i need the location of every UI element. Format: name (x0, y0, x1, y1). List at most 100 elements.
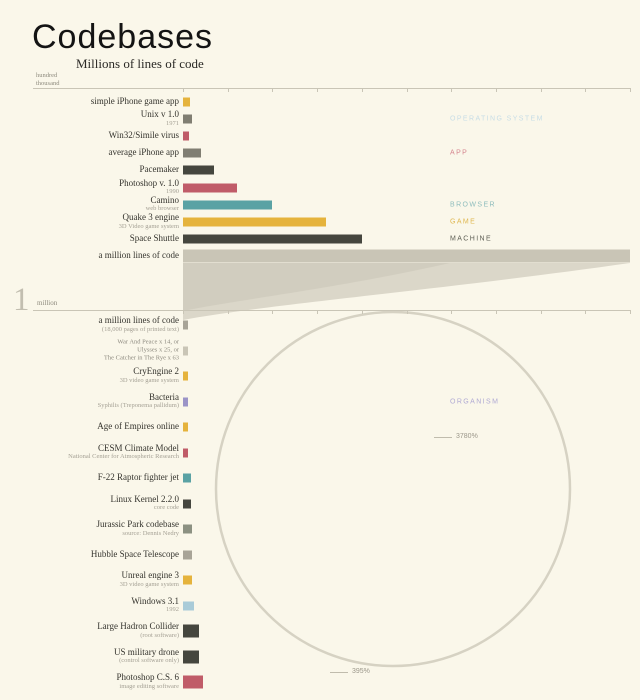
bar (183, 148, 201, 158)
row-label: simple iPhone game app (90, 96, 179, 107)
bar (183, 131, 190, 141)
axis-tick (406, 310, 408, 314)
chart-row: War And Peace x 14, or Ulysses x 25, or Th… (0, 338, 640, 364)
axis-tick (495, 88, 497, 92)
row-label: Camino (150, 194, 180, 205)
axis-tick (317, 310, 319, 314)
axis-tick (585, 310, 587, 314)
row-label-block: Photoshop v. 1.0 1990 (0, 178, 179, 196)
chart-row: Photoshop C.S. 6 image editing software (0, 669, 640, 695)
row-label-block: Age of Empires online (0, 421, 179, 432)
category-label: ORGANISM (450, 398, 500, 405)
row-label: a million lines of code (98, 314, 179, 325)
chart-row: average iPhone app APP (0, 140, 640, 166)
row-label: Photoshop C.S. 6 (116, 671, 179, 682)
bar (183, 234, 362, 244)
bar (183, 200, 273, 210)
chart-row: Quake 3 engine 3D Video game system GAME (0, 209, 640, 235)
axis-tick (227, 88, 229, 92)
bar (183, 448, 189, 457)
row-label-block: Unix v 1.0 1971 (0, 109, 179, 128)
axis-tick (227, 310, 229, 314)
axis-scale-numeral-million: 1 (13, 282, 30, 318)
bar (183, 650, 199, 663)
chart-row: Jurassic Park codebase source: Dennis Ned… (0, 516, 640, 542)
row-label-block: average iPhone app (0, 147, 179, 158)
row-label-block: War And Peace x 14, or Ulysses x 25, or Th… (0, 338, 179, 363)
row-label: US military drone (114, 646, 179, 657)
row-label-line: The Catcher in The Rye x 63 (103, 354, 179, 362)
axis-tick (540, 88, 542, 92)
row-label: Jurassic Park codebase (96, 518, 179, 529)
axis-tick (406, 88, 408, 92)
axis-tick (585, 88, 587, 92)
row-label: CESM Climate Model (98, 442, 179, 453)
axis-tick (361, 88, 363, 92)
chart-row: Pacemaker (0, 157, 640, 183)
row-label: a million lines of code (98, 249, 179, 260)
bar (183, 473, 191, 483)
row-sublabel: Syphilis (Treponema pallidum) (97, 402, 179, 410)
row-sublabel: 1971 (166, 119, 179, 127)
row-sublabel: National Center for Atmospheric Research (68, 453, 179, 461)
chart-row: Age of Empires online (0, 414, 640, 440)
bar (183, 320, 188, 330)
bar (183, 675, 204, 689)
chart-row: CESM Climate Model National Center for At… (0, 440, 640, 466)
chart-row: Bacteria Syphilis (Treponema pallidum) ORG… (0, 389, 640, 415)
axis-tick (361, 310, 363, 314)
row-label: Large Hadron Collider (97, 620, 179, 631)
bar (183, 524, 192, 534)
chart-row: simple iPhone game app (0, 89, 640, 115)
bar (183, 601, 195, 610)
row-label: Age of Empires online (97, 421, 179, 432)
row-label: Unreal engine 3 (121, 569, 179, 580)
axis-rule (33, 310, 630, 311)
row-label-block: a million lines of code (18,000 pages of … (0, 314, 179, 334)
chart-row: F-22 Raptor fighter jet (0, 465, 640, 491)
row-label-block: Linux Kernel 2.2.0 core code (0, 494, 179, 512)
row-label-block: CESM Climate Model National Center for At… (0, 443, 179, 461)
row-label: F-22 Raptor fighter jet (97, 472, 179, 483)
row-label-block: Unreal engine 3 3D video game system (0, 569, 179, 589)
annotation-leader-line (434, 437, 452, 438)
bar (183, 575, 192, 585)
row-label-block: F-22 Raptor fighter jet (0, 472, 179, 483)
row-label: Win32/Simile virus (108, 130, 179, 141)
page-subtitle: Millions of lines of code (76, 56, 204, 71)
row-label-block: Bacteria Syphilis (Treponema pallidum) (0, 392, 179, 410)
row-sublabel: 3D video game system (119, 580, 179, 588)
axis-scale-label-million: million (37, 299, 58, 307)
chart-row: Hubble Space Telescope (0, 542, 640, 568)
axis-tick (630, 310, 631, 314)
annotation-leader-line (330, 672, 348, 673)
axis-rule (33, 88, 630, 89)
chart-row: Windows 3.1 1992 (0, 593, 640, 619)
row-label-block: Pacemaker (0, 165, 179, 175)
row-label-block: a million lines of code (0, 249, 179, 261)
row-sublabel: 1992 (166, 606, 179, 614)
percentage-annotation: 395% (352, 668, 370, 675)
row-label-block: CryEngine 2 3D video game system (0, 366, 179, 385)
axis-tick (451, 310, 453, 314)
axis-tick (317, 88, 319, 92)
row-label-block: Windows 3.1 1992 (0, 596, 179, 614)
chart-row: a million lines of code (18,000 pages of … (0, 312, 640, 338)
percentage-annotation: 3780% (456, 433, 478, 440)
axis-tick (540, 310, 542, 314)
page-title: Codebases (32, 18, 214, 56)
row-label-block: US military drone (control software only) (0, 647, 179, 665)
row-sublabel: (root software) (140, 631, 179, 639)
row-label-block: simple iPhone game app (0, 96, 179, 107)
row-label-block: Hubble Space Telescope (0, 549, 179, 560)
row-label: Unix v 1.0 (140, 109, 179, 120)
row-sublabel: web browser (145, 205, 179, 213)
axis-tick (183, 88, 184, 92)
category-label: BROWSER (450, 201, 496, 209)
chart-row: a million lines of code (0, 243, 640, 269)
axis-tick (630, 88, 631, 92)
axis-tick (272, 88, 274, 92)
bar (183, 97, 190, 107)
